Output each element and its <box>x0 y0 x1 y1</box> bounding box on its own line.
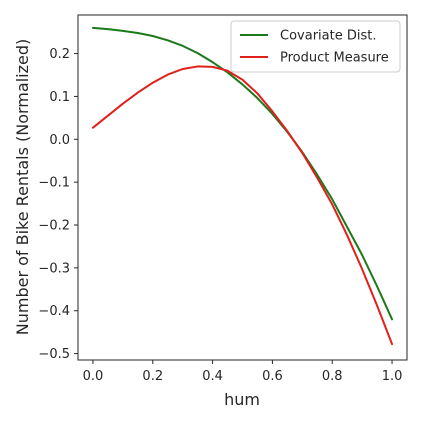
y-tick-label: 0.1 <box>49 90 70 105</box>
y-tick-label: −0.3 <box>38 261 70 276</box>
x-axis-label: hum <box>224 390 260 409</box>
legend: Covariate Dist. Product Measure <box>230 20 401 73</box>
series-layer <box>91 26 394 346</box>
y-axis-ticks: 0.2 0.1 0.0 −0.1 −0.2 −0.3 −0.4 −0.5 <box>38 47 78 362</box>
legend-label-covariate-dist: Covariate Dist. <box>280 29 376 44</box>
y-tick-label: −0.2 <box>38 219 70 234</box>
x-tick-label: 1.0 <box>382 369 403 384</box>
x-tick-label: 0.0 <box>83 369 104 384</box>
series-line-product-measure <box>91 65 394 346</box>
legend-box <box>230 20 401 73</box>
y-tick-label: 0.0 <box>49 133 70 148</box>
x-tick-label: 0.8 <box>322 369 343 384</box>
x-tick-label: 0.2 <box>142 369 163 384</box>
series-line-covariate-dist <box>91 26 394 321</box>
y-tick-label: −0.1 <box>38 176 70 191</box>
plot-frame <box>77 14 408 361</box>
y-tick-label: 0.2 <box>49 47 70 62</box>
y-axis-label: Number of Bike Rentals (Normalized) <box>13 39 32 335</box>
x-tick-label: 0.4 <box>202 369 223 384</box>
x-axis-ticks: 0.0 0.2 0.4 0.6 0.8 1.0 <box>83 360 403 384</box>
y-tick-label: −0.4 <box>38 304 70 319</box>
legend-label-product-measure: Product Measure <box>280 51 389 66</box>
y-tick-label: −0.5 <box>38 347 70 362</box>
x-tick-label: 0.6 <box>262 369 283 384</box>
